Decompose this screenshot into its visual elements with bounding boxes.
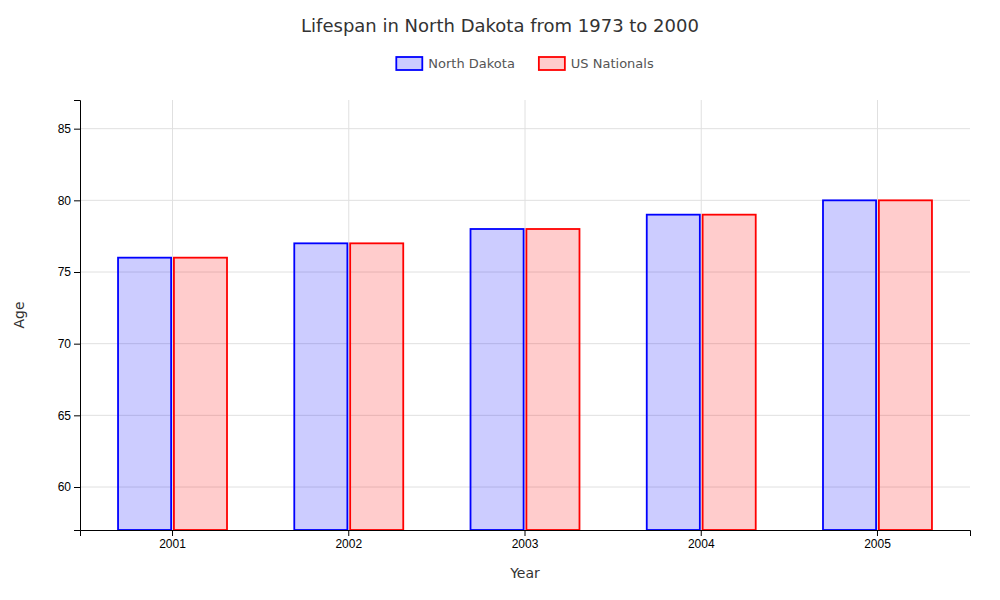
tick: 65: [58, 409, 80, 423]
tick-label: 2004: [688, 537, 715, 551]
legend-swatch: [396, 57, 422, 70]
bars: [118, 200, 932, 530]
tick-label: 2005: [864, 537, 891, 551]
tick-mark: [74, 487, 80, 488]
y-axis: 60 65 70 75 80 85: [58, 101, 81, 531]
tick-label: 2001: [159, 537, 186, 551]
tick-label: 80: [58, 194, 72, 208]
tick: 2005: [864, 530, 891, 551]
plot: 60 65 70 75 80 85 2001 2002 2003 2004 2005: [58, 100, 971, 551]
tick: 70: [58, 337, 80, 351]
tick-label: 70: [58, 337, 72, 351]
bar: [350, 243, 403, 530]
tick: 2003: [512, 530, 539, 551]
bar: [526, 229, 579, 530]
tick-mark: [525, 530, 526, 536]
series: [118, 200, 876, 530]
bar: [879, 200, 932, 530]
tick-mark: [74, 200, 80, 201]
tick-mark: [877, 530, 878, 536]
legend-label: North Dakota: [428, 56, 515, 71]
tick: 2002: [335, 530, 362, 551]
title: Lifespan in North Dakota from 1973 to 20…: [301, 15, 699, 36]
bar: [174, 258, 227, 530]
tick-label: 2002: [335, 537, 362, 551]
tick-mark: [172, 530, 173, 536]
chart: Lifespan in North Dakota from 1973 to 20…: [0, 0, 1000, 600]
tick-label: 85: [58, 122, 72, 136]
tick-mark: [701, 530, 702, 536]
x-axis-title: Year: [509, 565, 540, 581]
tick-label: 60: [58, 480, 72, 494]
grid-line: [172, 100, 173, 530]
y-axis-title: Age: [11, 301, 27, 328]
legend: North Dakota US Nationals: [396, 56, 654, 71]
legend-label: US Nationals: [571, 56, 654, 71]
legend-item: US Nationals: [539, 56, 654, 71]
bar: [118, 258, 171, 530]
tick-mark: [74, 415, 80, 416]
legend-item: North Dakota: [396, 56, 515, 71]
x-axis: 2001 2002 2003 2004 2005: [81, 530, 971, 551]
axis-line: [81, 531, 971, 537]
tick-mark: [74, 344, 80, 345]
bar: [294, 243, 347, 530]
grid-line: [348, 100, 349, 530]
tick: 2001: [159, 530, 186, 551]
bar: [471, 229, 524, 530]
tick: 2004: [688, 530, 715, 551]
tick: 60: [58, 480, 80, 494]
tick-label: 2003: [512, 537, 539, 551]
series: [174, 200, 932, 530]
tick-label: 65: [58, 409, 72, 423]
tick-mark: [74, 129, 80, 130]
bar: [703, 215, 756, 530]
tick: 85: [58, 122, 80, 136]
grid: [80, 100, 970, 530]
grid-line: [701, 100, 702, 530]
axis-line: [74, 101, 81, 531]
legend-swatch: [539, 57, 565, 70]
tick-mark: [74, 272, 80, 273]
tick: 75: [58, 265, 80, 279]
tick-label: 75: [58, 265, 72, 279]
grid-line: [877, 100, 878, 530]
bar: [823, 200, 876, 530]
tick-mark: [348, 530, 349, 536]
grid-line: [525, 100, 526, 530]
tick: 80: [58, 194, 80, 208]
bar: [647, 215, 700, 530]
